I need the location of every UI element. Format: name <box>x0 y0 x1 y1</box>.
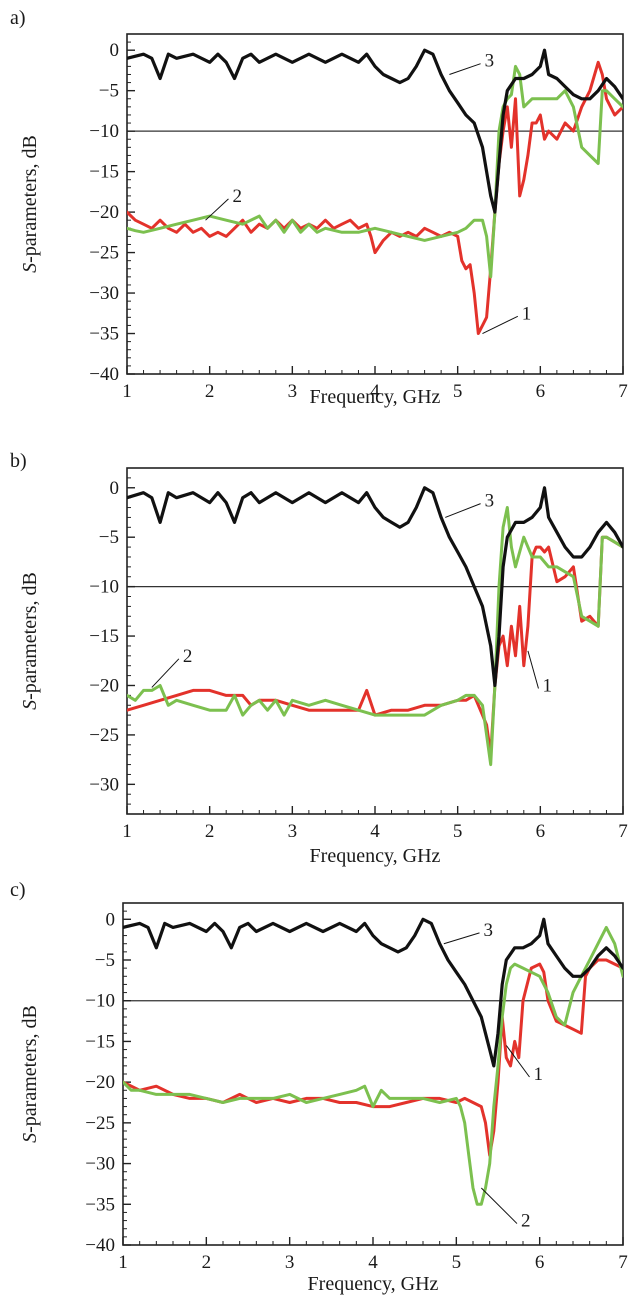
y-tick-label: −40 <box>89 364 119 385</box>
panel-c: c)0−5−10−15−20−25−30−35−401 2 3 4 5 6 7Frequen… <box>10 879 628 1295</box>
series-3-leader <box>445 503 481 518</box>
y-axis-label: S-parameters, dB <box>19 135 41 273</box>
y-tick-label: −10 <box>89 121 119 142</box>
series-3-label: 3 <box>485 491 495 512</box>
x-tick-label: 3 <box>285 1252 295 1273</box>
y-tick-label: −10 <box>89 577 119 598</box>
series-1-line <box>127 60 623 335</box>
series-1-leader <box>527 650 539 689</box>
y-tick-label: −5 <box>95 950 115 971</box>
series-1-line <box>127 535 623 757</box>
series-2-label: 2 <box>232 186 242 207</box>
y-tick-label: 0 <box>110 40 120 61</box>
panel-a: a)0−5−10−15−20−25−30−35−401 2 3 4 5 6 7Frequen… <box>10 7 628 408</box>
y-tick-label: −5 <box>99 527 119 548</box>
x-tick-label: 7 <box>618 1252 628 1273</box>
series-3-label: 3 <box>485 51 495 72</box>
y-tick-label: −30 <box>85 1154 115 1175</box>
series-2-line <box>127 506 623 767</box>
series-1-label: 1 <box>534 1064 544 1085</box>
series-2-line <box>123 925 623 1206</box>
series-3-leader <box>443 932 480 945</box>
y-tick-label: −25 <box>89 243 119 264</box>
series-2-label: 2 <box>183 646 193 667</box>
y-tick-label: 0 <box>106 909 116 930</box>
y-tick-label: −15 <box>89 162 119 183</box>
y-tick-label: −5 <box>99 81 119 102</box>
x-axis-label: Frequency, GHz <box>310 845 441 867</box>
y-tick-label: 0 <box>110 478 120 499</box>
series-1-line <box>123 958 623 1157</box>
y-tick-label: −20 <box>89 202 119 223</box>
plot-frame <box>122 902 624 1246</box>
series-1-label: 1 <box>522 303 532 324</box>
panel-b: b) 0 −5 −10 −15 −20 −25 −30 1 2 3 4 5 6 7 Frequency, GH… <box>10 450 628 867</box>
y-axis-label: S-parameters, dB <box>19 572 41 710</box>
panel-label: c) <box>10 879 26 901</box>
series-2-label: 2 <box>521 1211 531 1232</box>
x-tick-label: 4 <box>368 1252 378 1273</box>
series-1-leader <box>505 1045 530 1078</box>
y-tick-label: −30 <box>89 774 119 795</box>
y-tick-label: −20 <box>89 675 119 696</box>
series-1-label: 1 <box>542 675 552 696</box>
series-3-line <box>123 917 623 1068</box>
x-tick-label: 3 <box>288 381 298 402</box>
x-axis-label: Frequency, GHz <box>310 386 441 408</box>
panel-label: a) <box>10 7 26 29</box>
x-tick-label: 7 <box>618 381 628 402</box>
y-axis-label: S-parameters, dB <box>19 1005 41 1143</box>
y-tick-label: −10 <box>85 991 115 1012</box>
series-2-line <box>127 64 623 279</box>
x-tick-label: 7 <box>618 821 628 842</box>
x-tick-label: 3 <box>288 821 298 842</box>
y-tick-label: −25 <box>89 725 119 746</box>
series-1-leader <box>482 315 519 334</box>
y-tick-label: −25 <box>85 1113 115 1134</box>
y-tick-label: −30 <box>89 283 119 304</box>
x-tick-label: 2 <box>205 821 215 842</box>
y-tick-label: −40 <box>85 1235 115 1256</box>
series-2-leader <box>480 1187 518 1224</box>
x-tick-label: 6 <box>536 381 546 402</box>
x-tick-label: 1 <box>122 381 132 402</box>
x-axis-label: Frequency, GHz <box>308 1273 439 1295</box>
x-tick-label: 1 <box>122 821 132 842</box>
x-tick-label: 5 <box>453 821 463 842</box>
series-3-line <box>127 48 623 214</box>
series-3-leader <box>449 63 481 75</box>
series-2-leader <box>151 658 180 688</box>
y-tick-label: −20 <box>85 1072 115 1093</box>
x-tick-label: 6 <box>535 1252 545 1273</box>
x-tick-label: 1 <box>118 1252 128 1273</box>
y-tick-label: −15 <box>85 1031 115 1052</box>
x-tick-label: 2 <box>205 381 215 402</box>
x-tick-label: 4 <box>370 381 380 402</box>
x-tick-label: 6 <box>536 821 546 842</box>
x-tick-label: 2 <box>202 1252 212 1273</box>
series-3-label: 3 <box>484 920 494 941</box>
y-tick-label: −35 <box>85 1194 115 1215</box>
plot-frame <box>126 33 624 375</box>
y-tick-label: −35 <box>89 324 119 345</box>
series-3-line <box>127 486 623 688</box>
panel-label: b) <box>10 450 27 472</box>
x-tick-label: 4 <box>370 821 380 842</box>
series-2-leader <box>205 198 229 221</box>
x-tick-label: 5 <box>453 381 463 402</box>
x-tick-label: 5 <box>452 1252 462 1273</box>
y-tick-label: −15 <box>89 626 119 647</box>
